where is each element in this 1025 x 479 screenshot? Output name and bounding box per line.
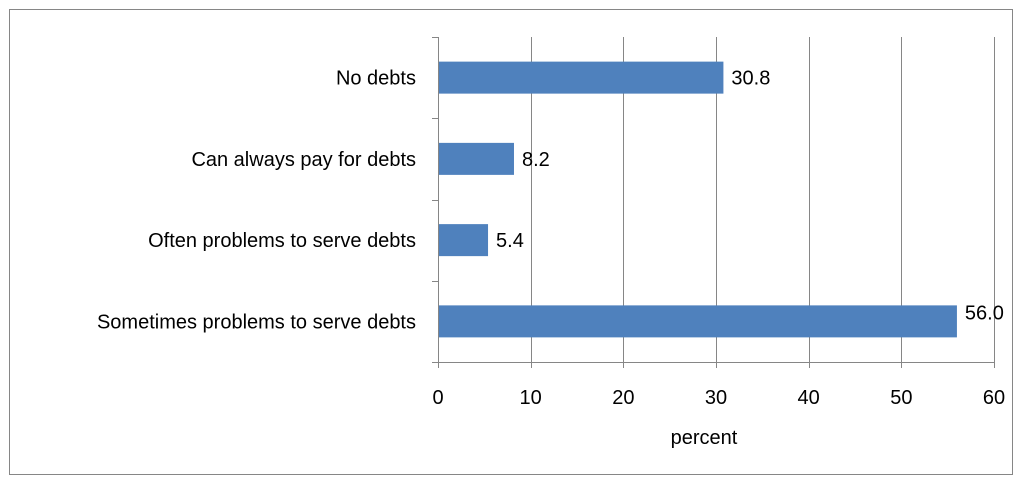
data-label-2: 5.4 <box>496 230 524 252</box>
bar-2 <box>439 224 489 257</box>
x-tick-label-0: 0 <box>432 387 443 409</box>
axes <box>432 37 995 368</box>
x-tick-label-40: 40 <box>798 387 820 409</box>
x-tick-label-10: 10 <box>520 387 542 409</box>
x-tick-label-20: 20 <box>612 387 634 409</box>
labels: 0 10 20 30 40 50 60 No debts 30.8 Can always pay … <box>97 68 1005 409</box>
bars <box>439 61 957 338</box>
bar-3 <box>439 305 957 338</box>
category-label-2: Often problems to serve debts <box>148 230 416 252</box>
category-label-0: No debts <box>336 68 416 90</box>
data-label-0: 30.8 <box>731 68 770 90</box>
x-tick-label-30: 30 <box>705 387 727 409</box>
x-tick-label-60: 60 <box>983 387 1005 409</box>
data-label-1: 8.2 <box>522 149 550 171</box>
category-label-1: Can always pay for debts <box>191 149 416 171</box>
bar-1 <box>439 142 514 175</box>
data-label-3: 56.0 <box>965 302 1004 324</box>
bar-0 <box>439 61 724 94</box>
x-axis-title: percent <box>671 427 738 449</box>
x-tick-label-50: 50 <box>890 387 912 409</box>
category-label-3: Sometimes problems to serve debts <box>97 311 416 333</box>
